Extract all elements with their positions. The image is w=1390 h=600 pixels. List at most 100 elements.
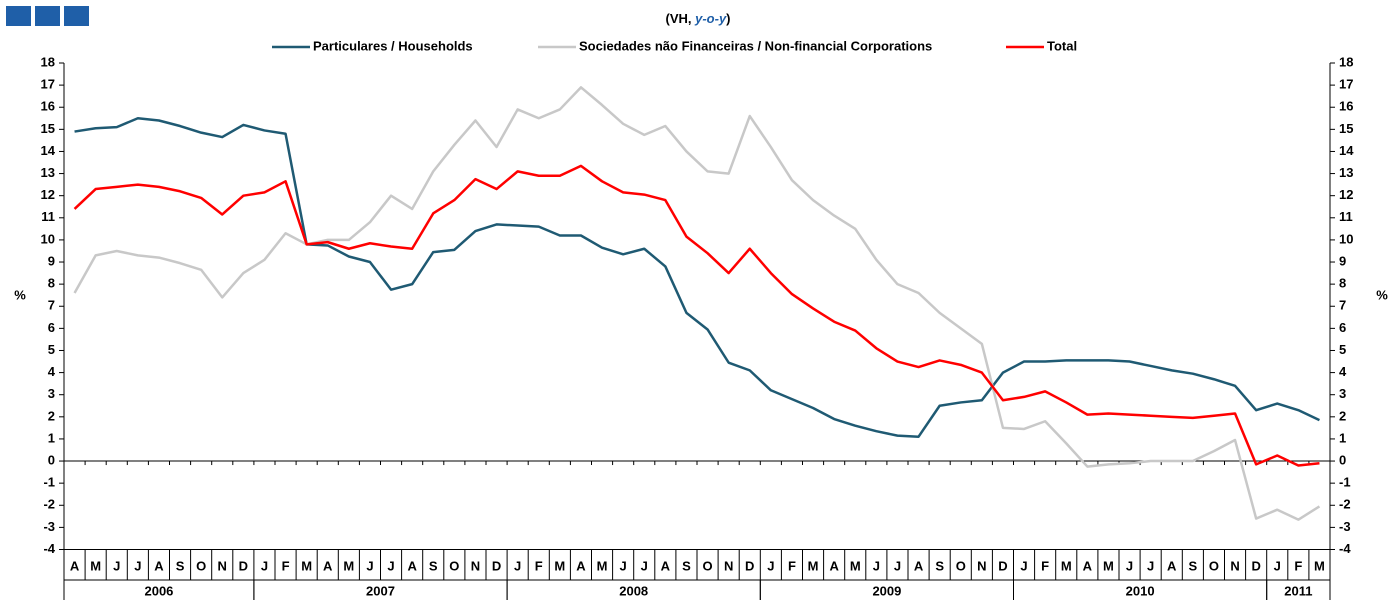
y-tick-label: 10 — [41, 231, 55, 246]
y2-tick-label: 3 — [1339, 386, 1346, 401]
x-tick-label: M — [1061, 558, 1072, 573]
title-part: ) — [726, 11, 730, 26]
year-label: 2011 — [1284, 583, 1312, 598]
x-tick-label: J — [1274, 558, 1281, 573]
x-tick-label: M — [1103, 558, 1114, 573]
x-tick-label: A — [576, 558, 586, 573]
y-tick-label: 18 — [41, 54, 55, 69]
x-tick-label: J — [894, 558, 901, 573]
year-label: 2008 — [619, 583, 648, 598]
x-tick-label: J — [261, 558, 268, 573]
x-tick-label: J — [1126, 558, 1133, 573]
y-axis-label: % — [14, 287, 26, 302]
legend-label: Sociedades não Financeiras / Non-financi… — [579, 38, 932, 53]
y-tick-label: 5 — [48, 342, 55, 357]
x-tick-label: M — [343, 558, 354, 573]
y2-tick-label: 10 — [1339, 231, 1353, 246]
x-tick-label: M — [850, 558, 861, 573]
logo-block — [6, 6, 31, 26]
x-tick-label: S — [429, 558, 438, 573]
x-tick-label: D — [998, 558, 1007, 573]
x-tick-label: M — [1314, 558, 1325, 573]
y-tick-label: -1 — [43, 475, 55, 490]
x-tick-label: O — [702, 558, 712, 573]
y-tick-label: 11 — [41, 209, 55, 224]
x-tick-label: J — [134, 558, 141, 573]
y2-tick-label: 6 — [1339, 320, 1346, 335]
y2-tick-label: 2 — [1339, 408, 1346, 423]
y2-axis-label: % — [1376, 287, 1388, 302]
x-tick-label: A — [829, 558, 839, 573]
x-tick-label: M — [554, 558, 565, 573]
y-tick-label: 3 — [48, 386, 55, 401]
x-tick-label: F — [1041, 558, 1049, 573]
y2-tick-label: 4 — [1339, 364, 1347, 379]
series-line — [73, 86, 1321, 521]
y-tick-label: 17 — [41, 77, 55, 92]
y-tick-label: 9 — [48, 253, 55, 268]
x-tick-label: A — [70, 558, 80, 573]
x-tick-label: A — [661, 558, 671, 573]
y-tick-label: 15 — [41, 121, 55, 136]
x-tick-label: A — [407, 558, 417, 573]
y2-tick-label: 8 — [1339, 276, 1346, 291]
x-tick-label: M — [808, 558, 819, 573]
x-tick-label: M — [597, 558, 608, 573]
x-tick-label: J — [873, 558, 880, 573]
y-tick-label: 7 — [48, 298, 55, 313]
y-tick-label: 16 — [41, 99, 55, 114]
y2-tick-label: -3 — [1339, 519, 1351, 534]
y-tick-label: 0 — [48, 452, 55, 467]
y-tick-label: 6 — [48, 320, 55, 335]
y-tick-label: 4 — [48, 364, 56, 379]
x-tick-label: O — [956, 558, 966, 573]
x-tick-label: J — [1020, 558, 1027, 573]
x-tick-label: A — [1167, 558, 1177, 573]
y2-tick-label: 16 — [1339, 99, 1353, 114]
x-tick-label: J — [620, 558, 627, 573]
legend-label: Total — [1047, 38, 1077, 53]
y2-tick-label: 5 — [1339, 342, 1346, 357]
y-tick-label: -2 — [43, 497, 55, 512]
logo-block — [64, 6, 89, 26]
y-tick-label: 2 — [48, 408, 55, 423]
x-tick-label: J — [514, 558, 521, 573]
y-tick-label: 1 — [48, 430, 55, 445]
y2-tick-label: -1 — [1339, 475, 1351, 490]
y2-tick-label: 17 — [1339, 77, 1353, 92]
legend-label: Particulares / Households — [313, 38, 473, 53]
y2-tick-label: 9 — [1339, 253, 1346, 268]
y2-tick-label: 0 — [1339, 452, 1346, 467]
y2-tick-label: 15 — [1339, 121, 1353, 136]
x-tick-label: J — [641, 558, 648, 573]
y-tick-label: 13 — [41, 165, 55, 180]
year-label: 2010 — [1126, 583, 1155, 598]
x-tick-label: N — [977, 558, 986, 573]
x-tick-label: M — [301, 558, 312, 573]
x-tick-label: O — [196, 558, 206, 573]
x-tick-label: A — [914, 558, 924, 573]
x-tick-label: A — [154, 558, 164, 573]
x-tick-label: J — [387, 558, 394, 573]
x-tick-label: S — [1189, 558, 1198, 573]
y2-tick-label: 7 — [1339, 298, 1346, 313]
series-line — [73, 164, 1320, 467]
x-tick-label: D — [745, 558, 754, 573]
title-part: y-o-y — [694, 11, 727, 26]
x-tick-label: N — [471, 558, 480, 573]
year-label: 2007 — [366, 583, 395, 598]
x-tick-label: F — [535, 558, 543, 573]
x-tick-label: N — [1230, 558, 1239, 573]
x-tick-label: N — [724, 558, 733, 573]
y-tick-label: -3 — [43, 519, 55, 534]
y-tick-label: 14 — [41, 143, 56, 158]
y2-tick-label: 12 — [1339, 187, 1353, 202]
x-tick-label: F — [282, 558, 290, 573]
x-tick-label: J — [113, 558, 120, 573]
x-tick-label: S — [935, 558, 944, 573]
series-line — [74, 117, 1320, 438]
x-tick-label: M — [90, 558, 101, 573]
x-tick-label: D — [492, 558, 501, 573]
title-part: (VH, — [665, 11, 695, 26]
